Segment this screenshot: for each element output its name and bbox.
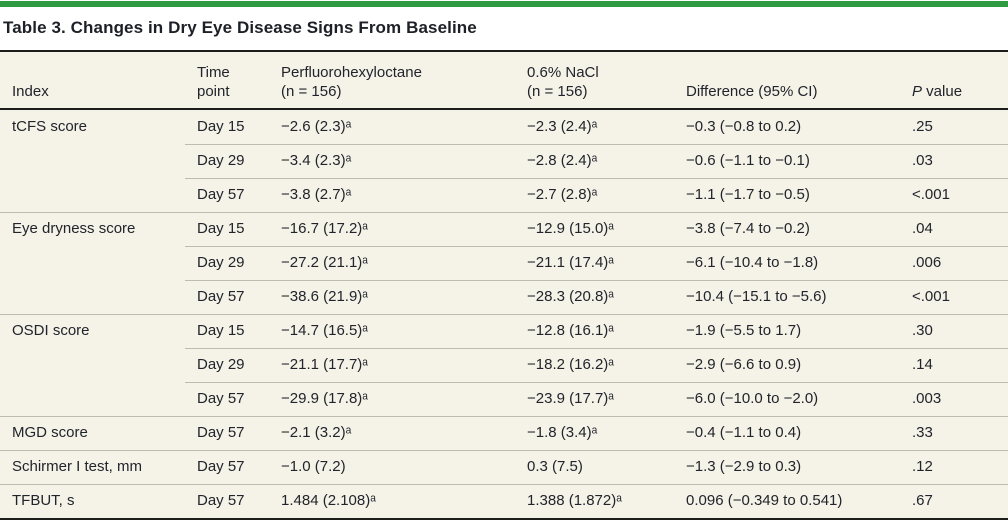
table-row: Eye dryness score Day 15 −16.7 (17.2)ᵃ −… (0, 212, 1008, 246)
nacl-cell: −2.3 (2.4)ᵃ (527, 118, 598, 135)
header-index: Index (12, 83, 49, 100)
p-value-cell: .03 (912, 152, 933, 169)
index-cell (0, 144, 185, 178)
table-row: Day 57 −38.6 (21.9)ᵃ −28.3 (20.8)ᵃ −10.4… (0, 280, 1008, 314)
time-point-cell: Day 15 (197, 220, 245, 237)
index-cell: OSDI score (12, 322, 90, 339)
difference-cell: 0.096 (−0.349 to 0.541) (686, 492, 843, 509)
header-p-value: P value (912, 83, 963, 100)
time-point-cell: Day 57 (197, 458, 245, 475)
time-point-cell: Day 57 (197, 186, 245, 203)
nacl-cell: −2.7 (2.8)ᵃ (527, 186, 598, 203)
accent-bar (0, 1, 1008, 7)
time-point-cell: Day 29 (197, 356, 245, 373)
difference-cell: −0.3 (−0.8 to 0.2) (686, 118, 802, 135)
header-difference: Difference (95% CI) (686, 83, 818, 100)
difference-cell: −6.1 (−10.4 to −1.8) (686, 254, 819, 271)
p-value-cell: .14 (912, 356, 933, 373)
index-cell (0, 348, 185, 382)
difference-cell: −1.9 (−5.5 to 1.7) (686, 322, 802, 339)
nacl-cell: −12.9 (15.0)ᵃ (527, 220, 614, 237)
pfho-cell: −29.9 (17.8)ᵃ (281, 390, 368, 407)
pfho-cell: −3.4 (2.3)ᵃ (281, 152, 352, 169)
p-value-cell: .30 (912, 322, 933, 339)
time-point-cell: Day 15 (197, 118, 245, 135)
dry-eye-signs-table: Index Time point Perfluorohexyloctane (n… (0, 50, 1008, 520)
difference-cell: −1.1 (−1.7 to −0.5) (686, 186, 810, 203)
difference-cell: −1.3 (−2.9 to 0.3) (686, 458, 802, 475)
header-time-point: Time point (197, 64, 230, 100)
time-point-cell: Day 29 (197, 254, 245, 271)
table-row: Day 29 −27.2 (21.1)ᵃ −21.1 (17.4)ᵃ −6.1 … (0, 246, 1008, 280)
p-value-cell: <.001 (912, 186, 950, 203)
difference-cell: −3.8 (−7.4 to −0.2) (686, 220, 810, 237)
index-cell (0, 280, 185, 314)
index-cell: Schirmer I test, mm (12, 458, 143, 475)
p-value-cell: .25 (912, 118, 933, 135)
pfho-cell: −38.6 (21.9)ᵃ (281, 288, 368, 305)
time-point-cell: Day 57 (197, 424, 245, 441)
index-cell (0, 246, 185, 280)
nacl-cell: −21.1 (17.4)ᵃ (527, 254, 614, 271)
p-value-cell: .006 (912, 254, 942, 271)
table-title: Table 3. Changes in Dry Eye Disease Sign… (3, 18, 477, 37)
table-row: tCFS score Day 15 −2.6 (2.3)ᵃ −2.3 (2.4)… (0, 110, 1008, 144)
pfho-cell: −1.0 (7.2) (281, 458, 346, 475)
nacl-cell: 1.388 (1.872)ᵃ (527, 492, 622, 509)
index-cell (0, 178, 185, 212)
time-point-cell: Day 15 (197, 322, 245, 339)
table-row: Day 57 −29.9 (17.8)ᵃ −23.9 (17.7)ᵃ −6.0 … (0, 382, 1008, 416)
table-row: Schirmer I test, mm Day 57 −1.0 (7.2) 0.… (0, 450, 1008, 484)
table-row: MGD score Day 57 −2.1 (3.2)ᵃ −1.8 (3.4)ᵃ… (0, 416, 1008, 450)
nacl-cell: 0.3 (7.5) (527, 458, 583, 475)
difference-cell: −0.4 (−1.1 to 0.4) (686, 424, 802, 441)
index-cell (0, 382, 185, 416)
table-row: Day 29 −21.1 (17.7)ᵃ −18.2 (16.2)ᵃ −2.9 … (0, 348, 1008, 382)
p-value-cell: .003 (912, 390, 942, 407)
index-cell: Eye dryness score (12, 220, 136, 237)
pfho-cell: −2.6 (2.3)ᵃ (281, 118, 352, 135)
table-row: Day 57 −3.8 (2.7)ᵃ −2.7 (2.8)ᵃ −1.1 (−1.… (0, 178, 1008, 212)
pfho-cell: −21.1 (17.7)ᵃ (281, 356, 368, 373)
time-point-cell: Day 57 (197, 390, 245, 407)
p-value-cell: .04 (912, 220, 933, 237)
pfho-cell: −3.8 (2.7)ᵃ (281, 186, 352, 203)
p-value-cell: .12 (912, 458, 933, 475)
index-cell: MGD score (12, 424, 88, 441)
header-perfluorohexyloctane: Perfluorohexyloctane (n = 156) (281, 64, 422, 100)
nacl-cell: −12.8 (16.1)ᵃ (527, 322, 614, 339)
pfho-cell: −14.7 (16.5)ᵃ (281, 322, 368, 339)
difference-cell: −10.4 (−15.1 to −5.6) (686, 288, 827, 305)
nacl-cell: −23.9 (17.7)ᵃ (527, 390, 614, 407)
index-cell: tCFS score (12, 118, 88, 135)
time-point-cell: Day 57 (197, 492, 245, 509)
table-row: Day 29 −3.4 (2.3)ᵃ −2.8 (2.4)ᵃ −0.6 (−1.… (0, 144, 1008, 178)
table-body: tCFS score Day 15 −2.6 (2.3)ᵃ −2.3 (2.4)… (0, 110, 1008, 518)
difference-cell: −2.9 (−6.6 to 0.9) (686, 356, 802, 373)
difference-cell: −6.0 (−10.0 to −2.0) (686, 390, 819, 407)
pfho-cell: −2.1 (3.2)ᵃ (281, 424, 352, 441)
p-value-cell: <.001 (912, 288, 950, 305)
header-nacl: 0.6% NaCl (n = 156) (527, 64, 599, 100)
p-value-cell: .33 (912, 424, 933, 441)
nacl-cell: −18.2 (16.2)ᵃ (527, 356, 614, 373)
index-cell: TFBUT, s (12, 492, 75, 509)
table-row: TFBUT, s Day 57 1.484 (2.108)ᵃ 1.388 (1.… (0, 484, 1008, 518)
nacl-cell: −2.8 (2.4)ᵃ (527, 152, 598, 169)
nacl-cell: −1.8 (3.4)ᵃ (527, 424, 598, 441)
time-point-cell: Day 57 (197, 288, 245, 305)
difference-cell: −0.6 (−1.1 to −0.1) (686, 152, 810, 169)
time-point-cell: Day 29 (197, 152, 245, 169)
table-header-row: Index Time point Perfluorohexyloctane (n… (0, 52, 1008, 110)
pfho-cell: −27.2 (21.1)ᵃ (281, 254, 368, 271)
pfho-cell: 1.484 (2.108)ᵃ (281, 492, 376, 509)
nacl-cell: −28.3 (20.8)ᵃ (527, 288, 614, 305)
p-value-cell: .67 (912, 492, 933, 509)
pfho-cell: −16.7 (17.2)ᵃ (281, 220, 368, 237)
table-row: OSDI score Day 15 −14.7 (16.5)ᵃ −12.8 (1… (0, 314, 1008, 348)
